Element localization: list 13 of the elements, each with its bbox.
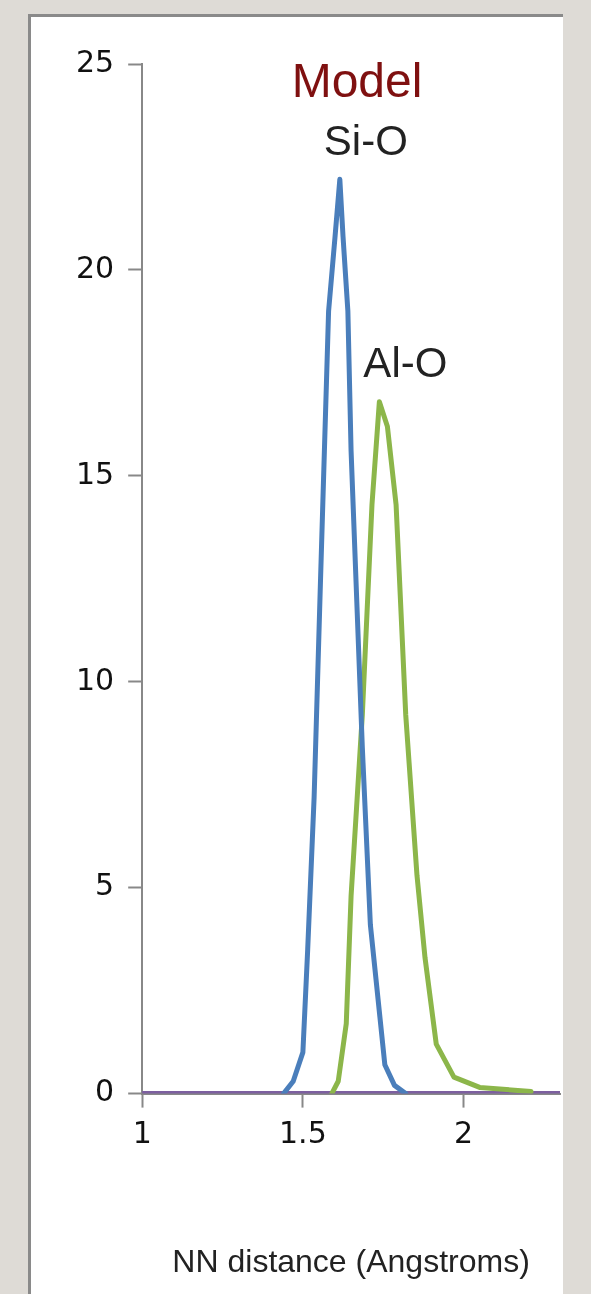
- x-axis-title: NN distance (Angstroms): [172, 1242, 530, 1279]
- series-label: Al-O: [363, 339, 448, 387]
- chart-title: Model: [291, 54, 423, 108]
- series-label: Si-O: [323, 116, 408, 164]
- y-tick-label: 25: [75, 43, 115, 79]
- x-tick-label: 1: [132, 1115, 152, 1151]
- y-tick-label: 0: [95, 1073, 115, 1109]
- x-tick-label: 2: [454, 1115, 474, 1151]
- x-tick-label: 1.5: [279, 1115, 327, 1151]
- y-tick-label: 5: [95, 867, 115, 903]
- y-tick-label: 15: [75, 455, 115, 491]
- y-tick-label: 10: [75, 661, 115, 697]
- y-tick-label: 20: [75, 249, 115, 285]
